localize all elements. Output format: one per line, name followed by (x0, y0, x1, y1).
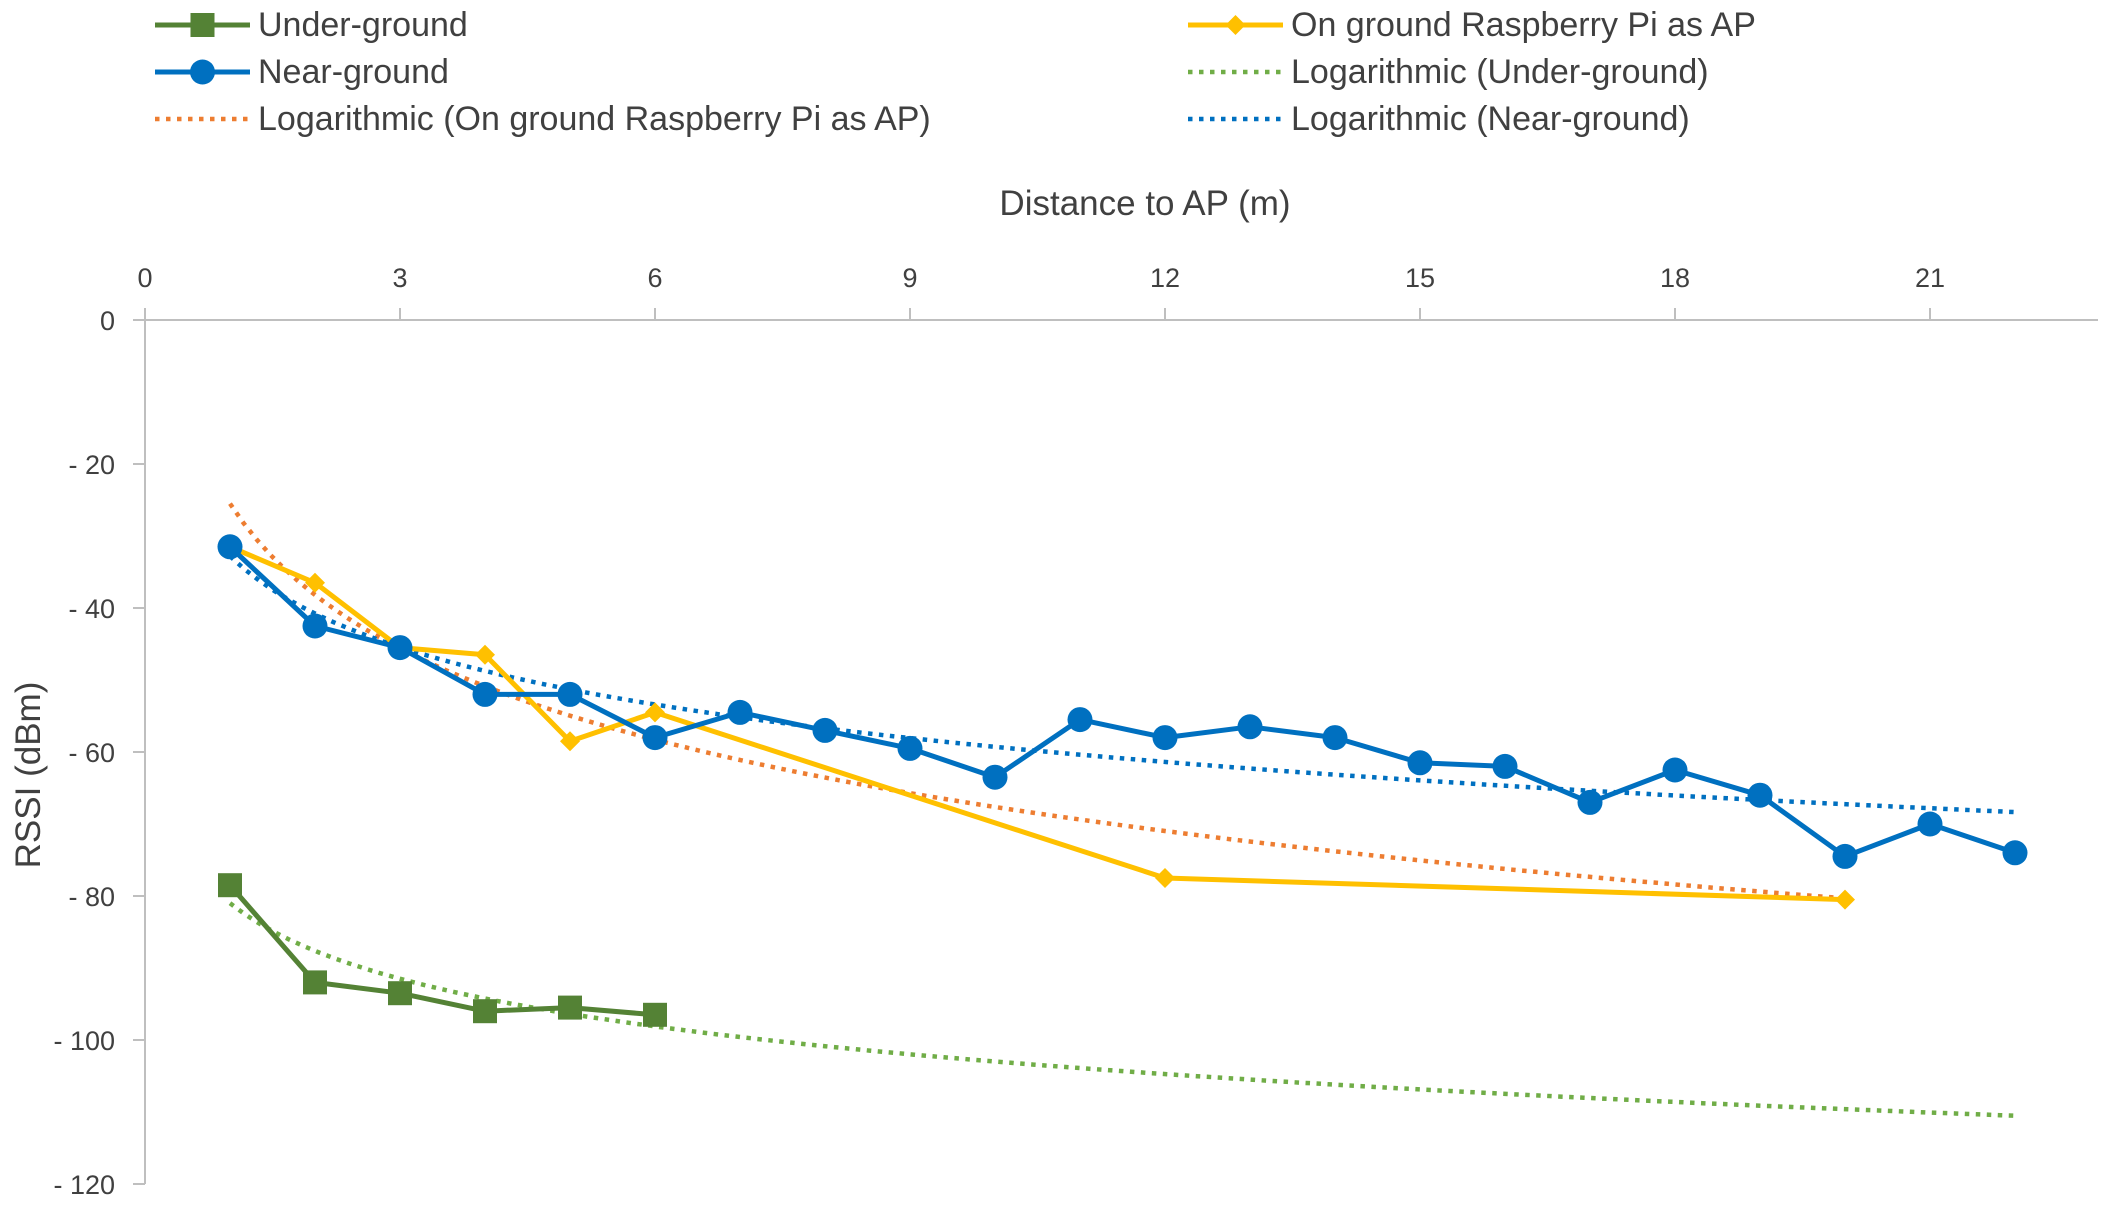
data-point-near-ground (1322, 725, 1348, 751)
series-near-ground (217, 534, 2028, 869)
data-point-on-ground-raspberry-pi-as-ap (560, 731, 580, 752)
data-point-near-ground (1152, 725, 1178, 751)
y-tick-label: - 20 (68, 450, 115, 480)
legend-label: Logarithmic (On ground Raspberry Pi as A… (258, 100, 931, 138)
legend-item-logarithmic-near-ground: Logarithmic (Near-ground) (1188, 100, 1690, 138)
y-tick-label: - 120 (53, 1170, 115, 1200)
data-point-near-ground (812, 717, 838, 743)
data-point-near-ground (1917, 811, 1943, 837)
data-point-under-ground (388, 981, 412, 1006)
data-point-near-ground (1067, 707, 1093, 733)
x-tick-label: 15 (1405, 263, 1435, 293)
data-point-near-ground (387, 635, 413, 661)
series-line-under-ground (227, 882, 658, 1018)
trendline-logarithmic-near-ground (228, 554, 2016, 815)
series-line-on-ground-raspberry-pi-as-ap (227, 544, 1848, 903)
trendline-logarithmic-on-ground-raspberry-pi-as-ap (228, 502, 1846, 901)
legend-label: On ground Raspberry Pi as AP (1291, 6, 1756, 44)
data-point-under-ground (643, 1002, 667, 1027)
data-point-near-ground (642, 725, 668, 751)
y-tick-label: - 80 (68, 882, 115, 912)
data-point-near-ground (1662, 757, 1688, 783)
x-tick-label: 3 (392, 263, 407, 293)
x-tick-label: 9 (902, 263, 917, 293)
legend-marker (1225, 15, 1246, 35)
data-point-near-ground (472, 681, 498, 707)
data-point-near-ground (982, 764, 1008, 790)
axes: 0 3 6 9 12 15 18 21 0 - 20 - 40 - 60 - 80 - 100 - 120 (53, 263, 2098, 1200)
data-point-near-ground (1747, 782, 1773, 808)
legend: Under-ground On ground Raspberry Pi as AP… (155, 6, 1756, 138)
legend-label: Logarithmic (Near-ground) (1291, 100, 1690, 138)
data-point-near-ground (302, 613, 328, 639)
data-point-under-ground (473, 999, 497, 1024)
series-line-near-ground (227, 544, 2018, 859)
data-point-on-ground-raspberry-pi-as-ap (645, 702, 665, 723)
data-series (217, 534, 2028, 1027)
trendlines (228, 502, 2016, 1118)
x-tick-label: 21 (1915, 263, 1945, 293)
data-point-under-ground (303, 970, 327, 995)
legend-marker (190, 59, 215, 85)
data-point-near-ground (897, 735, 923, 761)
data-point-on-ground-raspberry-pi-as-ap (305, 572, 325, 593)
trendline-logarithmic-under-ground (228, 901, 2016, 1118)
y-tick-label: - 60 (68, 738, 115, 768)
data-point-near-ground (1492, 753, 1518, 779)
y-tick-label: - 40 (68, 594, 115, 624)
legend-item-logarithmic-on-ground-raspberry-pi-as-ap: Logarithmic (On ground Raspberry Pi as A… (155, 100, 931, 138)
data-point-near-ground (1577, 789, 1603, 815)
data-point-near-ground (1832, 843, 1858, 869)
x-axis-title: Distance to AP (m) (999, 184, 1290, 223)
y-tick-label: 0 (100, 306, 115, 336)
data-point-near-ground (1237, 714, 1263, 740)
data-point-near-ground (727, 699, 753, 725)
x-tick-label: 0 (137, 263, 152, 293)
data-point-on-ground-raspberry-pi-as-ap (1155, 868, 1175, 888)
legend-marker (190, 13, 215, 37)
data-point-near-ground (217, 534, 243, 560)
legend-label: Under-ground (258, 6, 468, 44)
legend-item-near-ground: Near-ground (155, 53, 449, 91)
data-point-near-ground (1407, 750, 1433, 776)
x-tick-label: 12 (1150, 263, 1180, 293)
series-under-ground (218, 873, 667, 1027)
series-on-ground-raspberry-pi-as-ap (220, 536, 1855, 910)
legend-label: Near-ground (258, 53, 449, 91)
x-tick-label: 6 (647, 263, 662, 293)
legend-item-logarithmic-under-ground: Logarithmic (Under-ground) (1188, 53, 1709, 91)
data-point-under-ground (218, 873, 242, 898)
legend-item-on-ground-raspberry-pi-as-ap: On ground Raspberry Pi as AP (1188, 6, 1756, 44)
y-tick-label: - 100 (53, 1026, 115, 1056)
data-point-under-ground (558, 995, 582, 1020)
y-axis-title: RSSI (dBm) (9, 682, 48, 869)
legend-label: Logarithmic (Under-ground) (1291, 53, 1709, 91)
data-point-near-ground (2002, 840, 2028, 866)
data-point-near-ground (557, 681, 583, 707)
x-tick-label: 18 (1660, 263, 1690, 293)
legend-item-under-ground: Under-ground (155, 6, 468, 44)
data-point-on-ground-raspberry-pi-as-ap (1835, 889, 1855, 910)
data-point-on-ground-raspberry-pi-as-ap (475, 644, 495, 665)
